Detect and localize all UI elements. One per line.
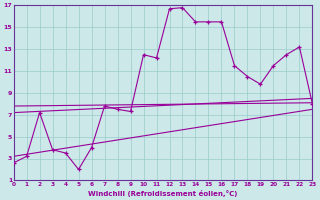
X-axis label: Windchill (Refroidissement éolien,°C): Windchill (Refroidissement éolien,°C) bbox=[88, 190, 238, 197]
